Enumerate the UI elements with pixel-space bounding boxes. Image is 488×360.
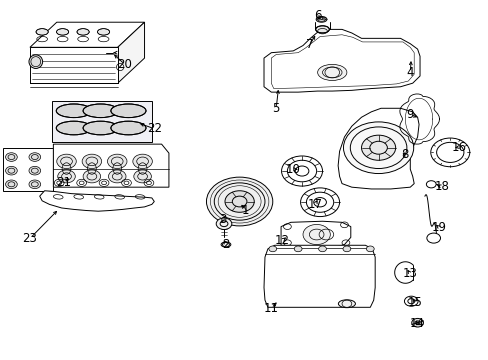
Circle shape — [300, 188, 339, 217]
Circle shape — [82, 154, 102, 168]
Circle shape — [411, 319, 423, 327]
Ellipse shape — [56, 121, 91, 135]
Text: 5: 5 — [272, 102, 279, 115]
Ellipse shape — [83, 104, 118, 118]
Ellipse shape — [338, 300, 355, 308]
Polygon shape — [337, 108, 418, 189]
Ellipse shape — [315, 26, 329, 33]
Polygon shape — [52, 101, 152, 142]
Text: 23: 23 — [22, 232, 37, 245]
Text: 13: 13 — [402, 267, 417, 280]
Polygon shape — [53, 144, 168, 187]
Circle shape — [83, 170, 101, 183]
Circle shape — [303, 225, 330, 244]
Circle shape — [58, 170, 75, 183]
Circle shape — [29, 166, 41, 175]
Ellipse shape — [36, 29, 48, 35]
Text: 4: 4 — [406, 66, 413, 79]
Polygon shape — [30, 47, 118, 83]
Text: 10: 10 — [285, 163, 300, 176]
Polygon shape — [118, 22, 144, 83]
Text: 15: 15 — [407, 296, 422, 309]
Text: 12: 12 — [274, 234, 289, 247]
Circle shape — [216, 218, 231, 229]
Text: 1: 1 — [241, 204, 249, 217]
Text: 8: 8 — [401, 148, 408, 161]
Circle shape — [5, 166, 17, 175]
Ellipse shape — [316, 17, 326, 22]
Polygon shape — [264, 30, 419, 92]
Circle shape — [57, 154, 76, 168]
Ellipse shape — [83, 121, 118, 135]
Ellipse shape — [111, 104, 146, 118]
Text: 20: 20 — [117, 58, 132, 71]
Circle shape — [426, 233, 440, 243]
Ellipse shape — [317, 64, 346, 81]
Circle shape — [268, 246, 276, 252]
Circle shape — [404, 296, 417, 306]
Circle shape — [107, 154, 127, 168]
Circle shape — [5, 180, 17, 189]
Text: 3: 3 — [219, 213, 226, 226]
Text: 6: 6 — [313, 9, 321, 22]
Ellipse shape — [29, 55, 42, 68]
Text: 21: 21 — [57, 176, 71, 189]
Text: 7: 7 — [305, 38, 313, 51]
Circle shape — [224, 191, 254, 212]
Text: 18: 18 — [434, 180, 448, 193]
Circle shape — [318, 246, 326, 252]
Polygon shape — [3, 148, 53, 191]
Text: 9: 9 — [406, 108, 413, 121]
Text: 2: 2 — [222, 238, 229, 251]
Circle shape — [366, 246, 373, 252]
Circle shape — [342, 246, 350, 252]
Circle shape — [5, 153, 17, 161]
Ellipse shape — [221, 242, 230, 247]
Polygon shape — [264, 245, 374, 307]
Ellipse shape — [56, 104, 91, 118]
Text: 16: 16 — [450, 140, 466, 153]
Ellipse shape — [97, 29, 109, 35]
Circle shape — [294, 246, 302, 252]
Text: 14: 14 — [409, 317, 424, 330]
Text: 17: 17 — [307, 198, 322, 211]
Circle shape — [206, 177, 272, 226]
Polygon shape — [281, 221, 350, 248]
Circle shape — [343, 122, 413, 174]
Text: 19: 19 — [431, 221, 446, 234]
Polygon shape — [40, 191, 154, 211]
Circle shape — [426, 181, 435, 188]
Text: 22: 22 — [146, 122, 162, 135]
Ellipse shape — [111, 121, 146, 135]
Ellipse shape — [77, 29, 89, 35]
Polygon shape — [30, 22, 144, 47]
Circle shape — [361, 135, 395, 160]
Circle shape — [133, 154, 152, 168]
Circle shape — [29, 153, 41, 161]
Ellipse shape — [57, 29, 69, 35]
Text: 11: 11 — [264, 302, 278, 315]
Circle shape — [108, 170, 126, 183]
Circle shape — [29, 180, 41, 189]
Circle shape — [430, 138, 469, 167]
Circle shape — [134, 170, 151, 183]
Circle shape — [281, 156, 322, 186]
